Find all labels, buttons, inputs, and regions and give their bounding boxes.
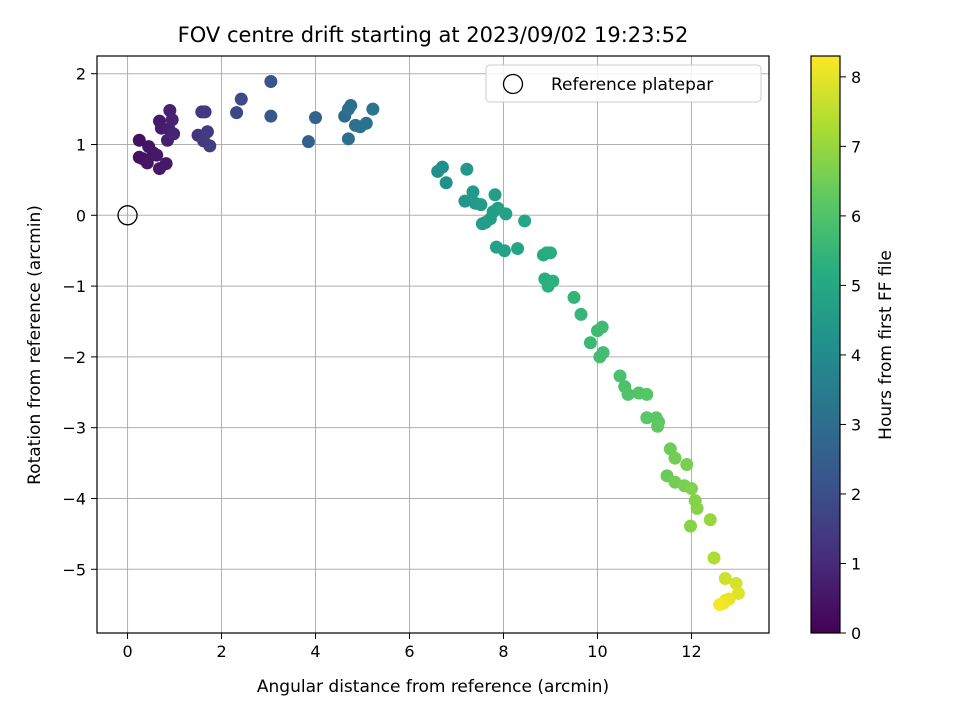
- colorbar-tick-label: 6: [851, 207, 861, 226]
- data-point: [668, 451, 682, 465]
- data-point: [729, 576, 743, 590]
- x-tick-label: 6: [404, 642, 414, 661]
- y-tick-label: −5: [62, 560, 86, 579]
- legend-box: [485, 64, 762, 103]
- data-point: [474, 198, 488, 212]
- data-point: [546, 274, 560, 288]
- data-point: [518, 214, 532, 228]
- data-point: [366, 102, 380, 116]
- reference-point: [117, 205, 138, 226]
- y-tick-label: −4: [62, 489, 86, 508]
- data-point: [651, 419, 665, 433]
- data-point: [488, 188, 502, 202]
- colorbar: 0 1 2 3 4 5 6 7 8: [810, 55, 861, 643]
- y-tick-label: 2: [76, 65, 86, 84]
- data-point: [713, 598, 727, 612]
- y-tick-label: −1: [62, 277, 86, 296]
- colorbar-gradient: [810, 55, 841, 634]
- data-point: [718, 571, 732, 585]
- colorbar-tick-label: 5: [851, 276, 861, 295]
- data-point: [680, 458, 694, 472]
- data-point: [230, 106, 244, 120]
- colorbar-tick-label: 7: [851, 137, 861, 156]
- data-point: [309, 111, 323, 125]
- data-point: [613, 369, 627, 383]
- x-tick-label: 4: [310, 642, 320, 661]
- colorbar-tick-label: 3: [851, 415, 861, 434]
- data-point: [621, 387, 635, 401]
- data-point: [203, 139, 217, 153]
- data-point: [301, 135, 315, 149]
- data-point: [341, 132, 355, 146]
- legend: Reference platepar: [485, 64, 762, 103]
- data-point: [640, 411, 654, 425]
- x-tick-label: 10: [587, 642, 607, 661]
- x-axis-label: Angular distance from reference (arcmin): [257, 677, 609, 697]
- y-axis-label: Rotation from reference (arcmin): [25, 205, 45, 485]
- data-point: [596, 346, 610, 360]
- data-point: [264, 74, 278, 88]
- x-tick-label: 12: [681, 642, 701, 661]
- data-point: [458, 194, 472, 208]
- y-tick-label: −3: [62, 419, 86, 438]
- data-point: [684, 519, 698, 533]
- data-point: [543, 246, 557, 260]
- colorbar-tick-label: 8: [851, 68, 861, 87]
- data-point: [707, 551, 721, 565]
- x-tick-label: 2: [216, 642, 226, 661]
- data-point: [234, 92, 248, 106]
- data-point: [344, 99, 358, 113]
- data-point: [684, 482, 698, 496]
- data-point: [567, 290, 581, 304]
- data-point: [200, 125, 214, 139]
- data-point: [499, 207, 513, 221]
- data-point: [690, 501, 704, 515]
- data-point: [511, 242, 525, 256]
- axes-frame: [96, 55, 770, 634]
- data-point: [460, 162, 474, 176]
- y-tick-label: −2: [62, 348, 86, 367]
- y-tick-label: 1: [76, 135, 86, 154]
- colorbar-label: Hours from first FF file: [876, 250, 896, 440]
- y-tick-label: 0: [76, 206, 86, 225]
- data-point: [165, 113, 179, 127]
- data-point: [198, 105, 212, 119]
- data-point: [359, 116, 373, 130]
- data-point: [583, 336, 597, 350]
- legend-entry-reference: Reference platepar: [551, 75, 713, 95]
- data-point: [595, 320, 609, 334]
- data-point: [159, 157, 173, 171]
- data-point: [574, 307, 588, 321]
- data-point: [140, 156, 154, 170]
- colorbar-tick-label: 0: [851, 624, 861, 643]
- data-point: [439, 176, 453, 190]
- data-point: [640, 387, 654, 401]
- data-point: [167, 127, 181, 141]
- data-point: [132, 133, 146, 147]
- x-tick-label: 0: [122, 642, 132, 661]
- legend-marker-reference: [502, 73, 524, 95]
- x-tick-label: 8: [498, 642, 508, 661]
- colorbar-tick-label: 4: [851, 346, 861, 365]
- colorbar-tick-label: 2: [851, 485, 861, 504]
- data-point: [703, 513, 717, 527]
- chart-title: FOV centre drift starting at 2023/09/02 …: [178, 23, 689, 47]
- data-point: [150, 148, 164, 162]
- data-point: [731, 586, 745, 600]
- colorbar-tick-label: 1: [851, 554, 861, 573]
- data-point: [497, 244, 511, 258]
- data-point: [264, 109, 278, 123]
- data-point: [435, 160, 449, 174]
- data-point: [466, 185, 480, 199]
